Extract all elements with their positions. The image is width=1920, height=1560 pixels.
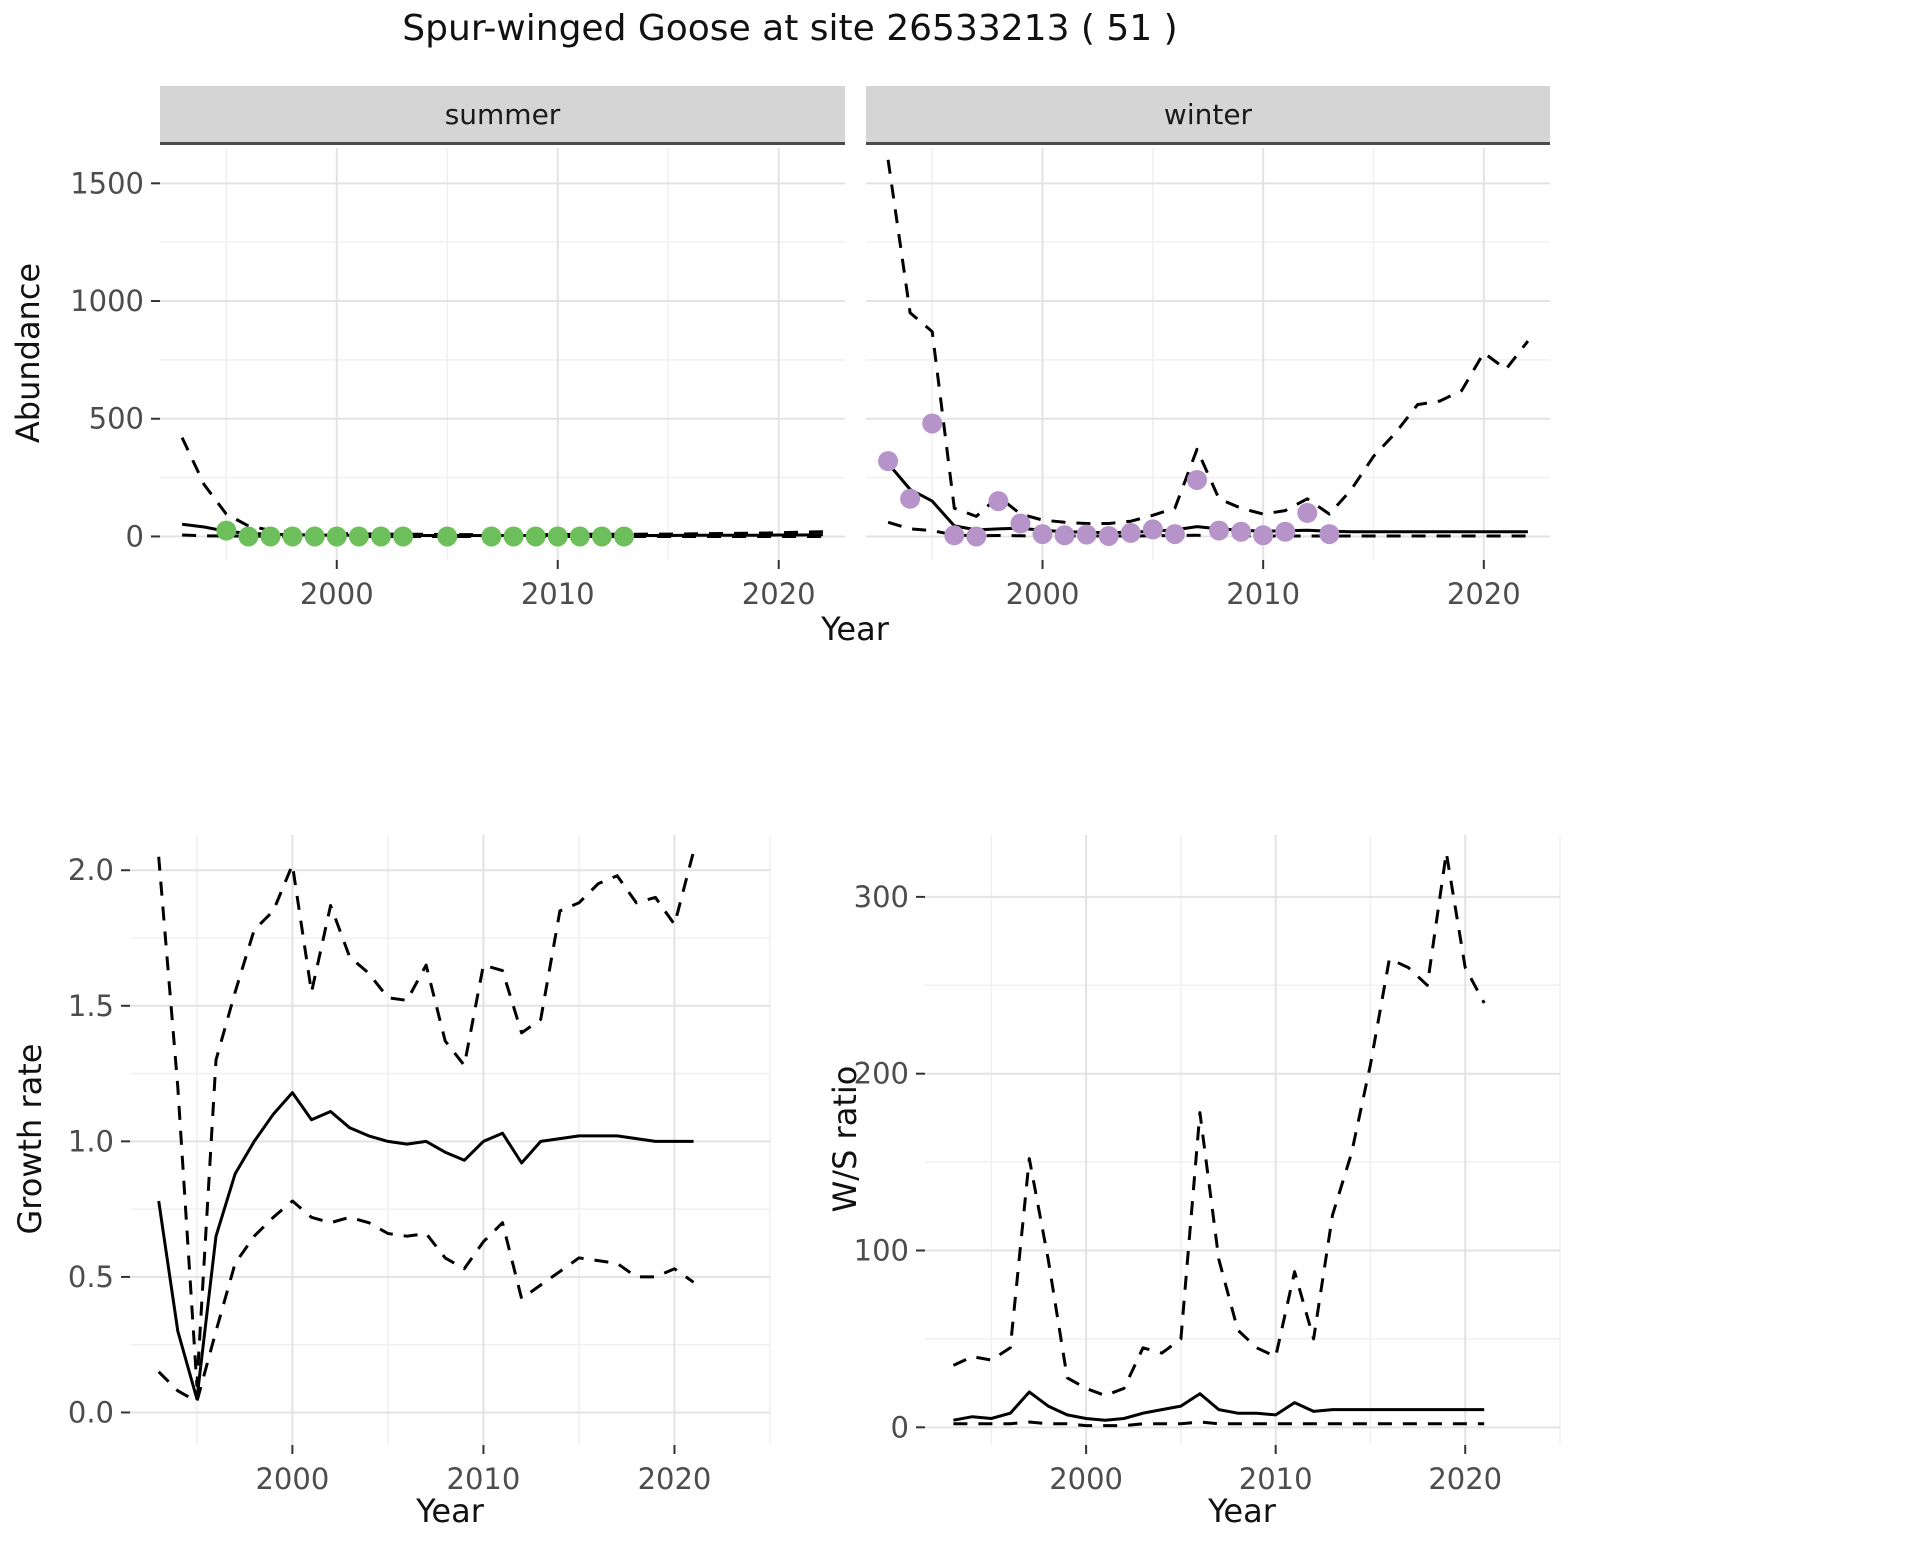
facet-strip-winter: winter [866, 86, 1550, 145]
svg-text:2000: 2000 [255, 1462, 329, 1496]
svg-text:300: 300 [854, 880, 909, 914]
svg-text:1.0: 1.0 [68, 1124, 114, 1158]
svg-text:1000: 1000 [70, 284, 144, 318]
x-axis-label-bottom-right: Year [1208, 1492, 1276, 1530]
svg-text:100: 100 [854, 1234, 909, 1268]
growth-rate-panel: 2000 2010 2020 0.0 0.5 1.0 1.5 2.0 [68, 835, 771, 1496]
svg-text:200: 200 [854, 1057, 909, 1091]
svg-text:2010: 2010 [1226, 577, 1300, 611]
abundance-summer-panel: 2000 2010 2020 0 500 1000 1500 [70, 148, 845, 611]
svg-text:2010: 2010 [447, 1462, 521, 1496]
svg-text:500: 500 [89, 402, 144, 436]
svg-text:2.0: 2.0 [68, 853, 114, 887]
svg-text:1.5: 1.5 [68, 989, 114, 1023]
y-axis-label-growth-rate: Growth rate [11, 1043, 49, 1235]
svg-text:2020: 2020 [1428, 1462, 1502, 1496]
svg-text:2020: 2020 [1447, 577, 1521, 611]
svg-text:2010: 2010 [1239, 1462, 1313, 1496]
svg-text:0.0: 0.0 [68, 1395, 114, 1429]
svg-text:2000: 2000 [300, 577, 374, 611]
chart-title: Spur-winged Goose at site 26533213 ( 51 … [402, 8, 1178, 49]
svg-text:0: 0 [891, 1410, 909, 1444]
y-axis-label-abundance: Abundance [9, 262, 47, 444]
svg-text:2020: 2020 [742, 577, 816, 611]
abundance-winter-panel: 2000 2010 2020 [866, 148, 1550, 611]
svg-text:2010: 2010 [521, 577, 595, 611]
x-axis-label-bottom-left: Year [416, 1492, 484, 1530]
x-axis-label-top: Year [821, 610, 889, 648]
facet-strip-summer: summer [160, 86, 845, 145]
svg-text:2000: 2000 [1006, 577, 1080, 611]
svg-text:1500: 1500 [70, 166, 144, 200]
svg-text:2000: 2000 [1049, 1462, 1123, 1496]
svg-text:0.5: 0.5 [68, 1260, 114, 1294]
ws-ratio-panel: 2000 2010 2020 0 100 200 300 [854, 835, 1561, 1496]
svg-text:2020: 2020 [638, 1462, 712, 1496]
svg-text:0: 0 [126, 519, 144, 553]
y-axis-label-ws-ratio: W/S ratio [826, 1065, 864, 1213]
